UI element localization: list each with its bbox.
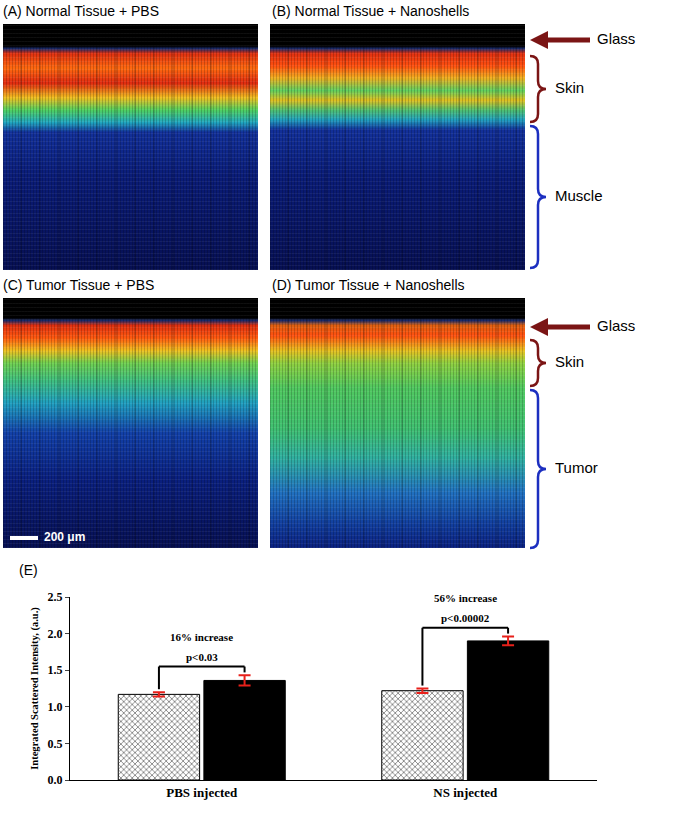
svg-text:16% increase: 16% increase bbox=[170, 631, 233, 643]
svg-text:2.0: 2.0 bbox=[48, 627, 63, 641]
svg-text:200 μm: 200 μm bbox=[44, 530, 85, 544]
svg-text:Integrated Scattered Intensity: Integrated Scattered Intensity, (a.u.) bbox=[29, 607, 41, 770]
html-text:(C) Tumor Tissue + PBS: (C) Tumor Tissue + PBS bbox=[3, 277, 155, 293]
svg-text:0.0: 0.0 bbox=[48, 773, 63, 787]
svg-text:1.5: 1.5 bbox=[48, 663, 63, 677]
svg-text:Skin: Skin bbox=[555, 353, 584, 370]
html-text:(B) Normal Tissue + Nanoshells: (B) Normal Tissue + Nanoshells bbox=[272, 3, 470, 19]
svg-text:2.5: 2.5 bbox=[48, 590, 63, 604]
html-text:(A) Normal Tissue + PBS: (A) Normal Tissue + PBS bbox=[3, 3, 159, 19]
svg-text:PBS injected: PBS injected bbox=[166, 785, 238, 800]
svg-text:(E): (E) bbox=[19, 562, 38, 578]
svg-text:p<0.03: p<0.03 bbox=[186, 651, 218, 663]
svg-text:Skin: Skin bbox=[555, 79, 584, 96]
svg-text:Glass: Glass bbox=[597, 30, 635, 47]
svg-text:Muscle: Muscle bbox=[555, 187, 603, 204]
svg-text:p<0.00002: p<0.00002 bbox=[441, 612, 490, 624]
html-text:(D) Tumor Tissue + Nanoshells: (D) Tumor Tissue + Nanoshells bbox=[272, 277, 465, 293]
svg-text:1.0: 1.0 bbox=[48, 700, 63, 714]
svg-text:Tumor: Tumor bbox=[555, 459, 598, 476]
svg-text:Glass: Glass bbox=[597, 317, 635, 334]
svg-text:0.5: 0.5 bbox=[48, 737, 63, 751]
svg-text:56% increase: 56% increase bbox=[434, 592, 497, 604]
svg-text:NS injected: NS injected bbox=[433, 785, 498, 800]
